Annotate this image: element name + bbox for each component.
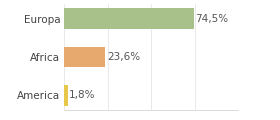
Bar [64,47,105,67]
Bar [64,85,67,106]
Text: 1,8%: 1,8% [69,90,95,100]
Text: 74,5%: 74,5% [195,14,228,24]
Bar [64,8,194,29]
Text: 23,6%: 23,6% [107,52,140,62]
